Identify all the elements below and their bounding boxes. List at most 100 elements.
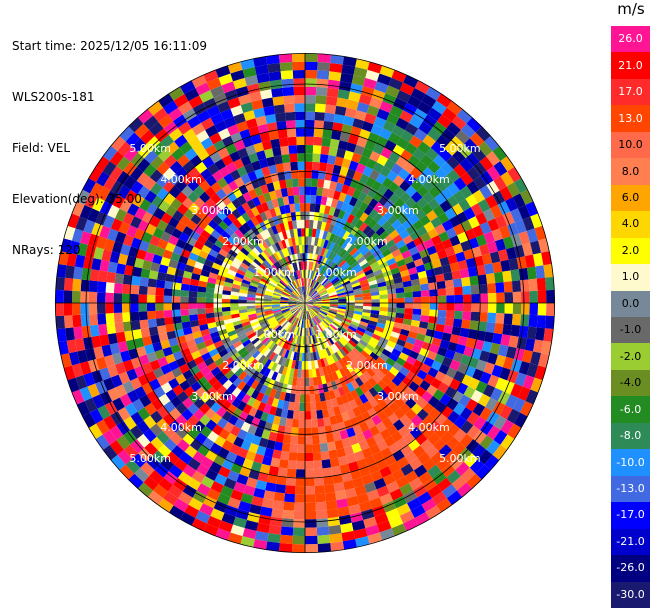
velocity-cell [172,316,182,324]
velocity-cell [282,309,291,315]
velocity-cell [298,303,305,309]
velocity-cell [535,327,546,341]
velocity-cell [410,392,422,404]
velocity-cell [278,53,293,63]
velocity-cell [337,174,347,185]
velocity-cell [306,278,309,287]
velocity-cell [279,179,287,190]
velocity-cell [414,160,428,174]
velocity-cell [242,339,252,348]
velocity-cell [198,280,208,288]
velocity-cell [204,357,215,367]
velocity-cell [486,151,501,167]
velocity-cell [316,526,330,536]
velocity-cell [263,174,273,185]
velocity-cell [274,390,282,400]
velocity-cell [289,295,298,300]
velocity-cell [297,435,305,445]
velocity-cell [206,343,217,353]
colorbar-tick-label: -6.0 [619,402,642,416]
velocity-cell [217,147,230,159]
velocity-cell [263,421,273,432]
velocity-cell [284,426,292,436]
velocity-cell [528,314,538,328]
velocity-cell [174,134,188,148]
velocity-cell [280,258,287,267]
velocity-cell [256,363,265,373]
velocity-cell [96,236,108,250]
velocity-cell [313,316,319,325]
velocity-cell [289,305,298,310]
velocity-cell [372,191,384,203]
velocity-cell [341,240,350,250]
velocity-cell [395,287,405,294]
velocity-cell [312,305,321,309]
velocity-cell [299,286,303,296]
velocity-cell [165,242,176,253]
velocity-cell [290,263,295,272]
velocity-cell [407,438,421,452]
velocity-cell [316,518,329,528]
velocity-cell [298,360,302,370]
velocity-cell [270,254,278,263]
velocity-cell [352,238,361,248]
velocity-cell [395,357,406,367]
velocity-cell [351,152,362,164]
velocity-cell [398,264,408,273]
velocity-cell [272,309,282,314]
velocity-cell [485,194,498,209]
velocity-cell [485,273,496,284]
velocity-cell [431,337,442,347]
velocity-cell [354,199,364,210]
velocity-cell [385,85,400,98]
velocity-cell [408,246,420,256]
velocity-cell [64,327,75,341]
velocity-cell [361,184,372,195]
velocity-cell [399,414,411,426]
velocity-cell [223,173,235,185]
velocity-cell [205,468,219,481]
velocity-cell [312,306,321,311]
velocity-cell [181,420,194,433]
velocity-cell [97,405,111,420]
velocity-cell [244,414,255,425]
velocity-cell [383,406,395,418]
velocity-cell [320,247,326,257]
velocity-cell [248,313,257,319]
velocity-cell [147,318,158,328]
velocity-cell [105,303,114,314]
velocity-cell [184,504,200,519]
velocity-cell [312,306,320,312]
velocity-cell [392,326,402,334]
velocity-cell [140,461,155,477]
velocity-cell [305,295,310,303]
velocity-cell [205,292,214,299]
velocity-cell [323,339,330,348]
velocity-cell [273,310,282,315]
velocity-cell [526,228,539,243]
velocity-cell [403,102,418,116]
velocity-cell [327,516,341,527]
velocity-cell [402,280,412,288]
velocity-cell [363,347,373,356]
velocity-cell [423,335,434,345]
velocity-cell [503,281,513,293]
velocity-cell [116,170,130,186]
velocity-cell [233,323,243,330]
velocity-cell [456,108,473,124]
velocity-cell [303,303,305,312]
velocity-cell [234,176,245,188]
velocity-cell [405,370,417,382]
velocity-cell [238,333,248,341]
velocity-cell [287,359,293,369]
velocity-cell [255,391,265,402]
velocity-cell [353,310,363,316]
velocity-cell [417,141,431,155]
velocity-cell [369,443,381,456]
velocity-cell [420,363,432,374]
velocity-cell [446,436,460,451]
velocity-cell [224,240,234,250]
velocity-cell [211,335,222,344]
velocity-cell [113,303,123,314]
velocity-cell [193,185,205,198]
